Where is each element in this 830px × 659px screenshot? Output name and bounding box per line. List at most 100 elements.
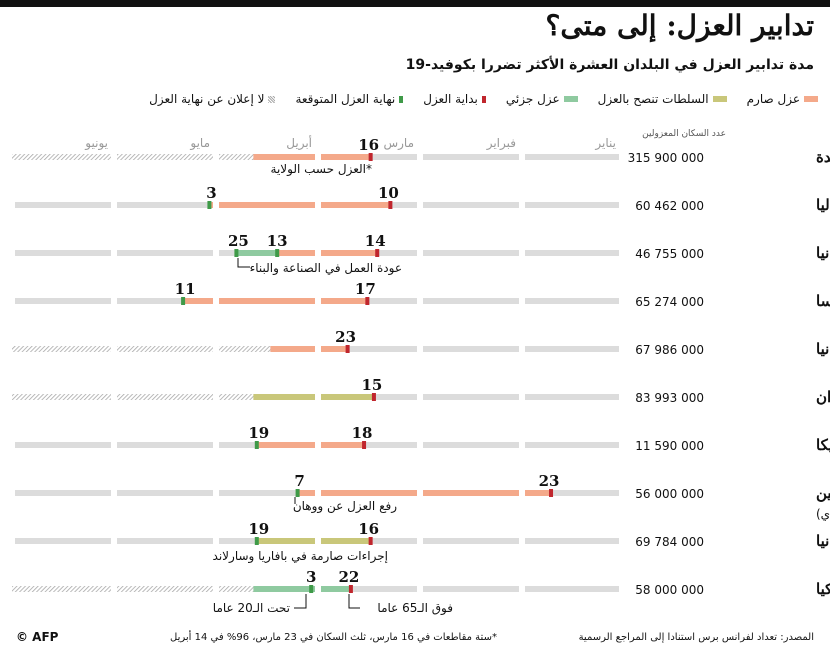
month-gap bbox=[417, 393, 423, 401]
annotation-leader bbox=[348, 594, 360, 609]
month-background-bar bbox=[423, 394, 519, 400]
month-gap bbox=[315, 297, 321, 305]
end-date-label: 3 bbox=[206, 184, 216, 202]
population-value: 56 000 000 bbox=[635, 487, 704, 501]
country-name: بلجيكا bbox=[816, 436, 830, 454]
segment-strict bbox=[270, 346, 348, 352]
month-background-bar bbox=[525, 490, 619, 496]
segment-advised bbox=[256, 538, 371, 544]
month-background-bar bbox=[423, 586, 519, 592]
no-end-hatch bbox=[12, 394, 254, 400]
month-background-bar bbox=[321, 442, 417, 448]
month-gap bbox=[111, 537, 117, 545]
month-gap bbox=[519, 441, 525, 449]
month-background-bar bbox=[525, 586, 619, 592]
start-date-label: 14 bbox=[365, 232, 386, 250]
start-tick bbox=[371, 393, 376, 401]
month-background-bar bbox=[117, 490, 213, 496]
no-end-hatch bbox=[12, 586, 254, 592]
segment-partial bbox=[236, 250, 278, 256]
segment-partial bbox=[253, 586, 351, 592]
legend-item: عزل جزئي bbox=[506, 92, 578, 106]
month-gap bbox=[315, 489, 321, 497]
no-end-hatch bbox=[12, 346, 271, 352]
month-gap bbox=[519, 297, 525, 305]
month-gap bbox=[213, 345, 219, 353]
month-gap bbox=[519, 489, 525, 497]
chart-subtitle: مدة تدابير العزل في البلدان العشرة الأكث… bbox=[405, 57, 814, 73]
annotation-text: إجراءات صارمة في بافاريا وسارلاند bbox=[213, 549, 388, 564]
month-gap bbox=[519, 345, 525, 353]
afp-credit: © AFP bbox=[16, 630, 58, 644]
month-gap bbox=[417, 537, 423, 545]
month-gap bbox=[111, 585, 117, 593]
start-tick bbox=[368, 153, 373, 161]
gantt-chart: يناير فبراير مارس أبريل مايو يونيو 16 315 900 … bbox=[12, 135, 830, 616]
country-name: الولايات المتحدة bbox=[816, 148, 830, 166]
month-gap bbox=[315, 441, 321, 449]
segment-strict bbox=[256, 442, 365, 448]
month-background-bar bbox=[525, 202, 619, 208]
month-background-bar bbox=[321, 346, 417, 352]
month-background-bar bbox=[15, 442, 111, 448]
annotation-text: عودة العمل في الصناعة والبناء bbox=[250, 261, 402, 276]
month-background-bar bbox=[423, 346, 519, 352]
population-value: 11 590 000 bbox=[635, 439, 704, 453]
month-gap bbox=[213, 585, 219, 593]
month-gap bbox=[519, 249, 525, 257]
month-background-bar bbox=[117, 250, 213, 256]
legend-label: السلطات تنصح بالعزل bbox=[597, 92, 709, 106]
month-background-bar bbox=[423, 202, 519, 208]
country-name: تركيا bbox=[816, 580, 830, 598]
start-tick bbox=[365, 297, 370, 305]
start-tick bbox=[348, 585, 353, 593]
month-gap bbox=[417, 249, 423, 257]
start-date-label: 22 bbox=[338, 568, 359, 586]
end-date-label: 19 bbox=[248, 424, 269, 442]
country-name: إيطاليا bbox=[816, 196, 830, 214]
end-date-label: 7 bbox=[294, 472, 304, 490]
month-gap bbox=[417, 441, 423, 449]
population-value: 65 274 000 bbox=[635, 295, 704, 309]
legend-item: السلطات تنصح بالعزل bbox=[598, 92, 727, 106]
month-gap bbox=[417, 345, 423, 353]
month-background-bar bbox=[15, 538, 111, 544]
country-row: 23 67 986 000 بريطانيا bbox=[12, 328, 830, 358]
start-tick bbox=[345, 345, 350, 353]
population-value: 67 986 000 bbox=[635, 343, 704, 357]
start-tick bbox=[375, 249, 380, 257]
legend-label: عزل جزئي bbox=[505, 92, 560, 106]
annotation-text: *العزل حسب الولاية bbox=[271, 162, 372, 177]
end-date-label: 25 bbox=[228, 232, 249, 250]
country-name: بريطانيا bbox=[816, 340, 830, 358]
annotation-text: رفع العزل عن ووهان bbox=[293, 499, 397, 514]
afp-logo: © AFP bbox=[16, 630, 59, 644]
population-value: 69 784 000 bbox=[635, 535, 704, 549]
month-label: أبريل bbox=[286, 135, 312, 151]
month-gap bbox=[213, 393, 219, 401]
country-row: 16 19 69 784 000 ألمانيا bbox=[15, 520, 830, 550]
start-date-label: 10 bbox=[378, 184, 399, 202]
start-tick bbox=[362, 441, 367, 449]
month-background-bar bbox=[525, 346, 619, 352]
country-name: ألمانيا bbox=[816, 530, 830, 550]
month-gap bbox=[111, 297, 117, 305]
month-gap bbox=[213, 489, 219, 497]
month-gap bbox=[417, 201, 423, 209]
end-tick bbox=[254, 537, 259, 545]
extra-tick bbox=[275, 249, 280, 257]
legend-item: عزل صارم bbox=[747, 92, 818, 106]
segment-strict bbox=[183, 298, 368, 304]
legend-swatch bbox=[563, 96, 578, 102]
legend-swatch bbox=[399, 95, 404, 103]
segment-strict bbox=[209, 202, 391, 208]
month-gap bbox=[519, 393, 525, 401]
start-tick bbox=[368, 537, 373, 545]
month-gap bbox=[315, 393, 321, 401]
country-row: 15 83 993 000 إيران bbox=[12, 376, 830, 406]
country-row: 23 7 56 000 000 الصين (مقاطعة هوباي) bbox=[15, 472, 830, 522]
segment-strict bbox=[297, 490, 552, 496]
chart-title: تدابير العزل: إلى متى؟ bbox=[545, 9, 814, 42]
country-row: 17 11 65 274 000 فرنسا bbox=[15, 280, 830, 310]
month-gap bbox=[315, 585, 321, 593]
